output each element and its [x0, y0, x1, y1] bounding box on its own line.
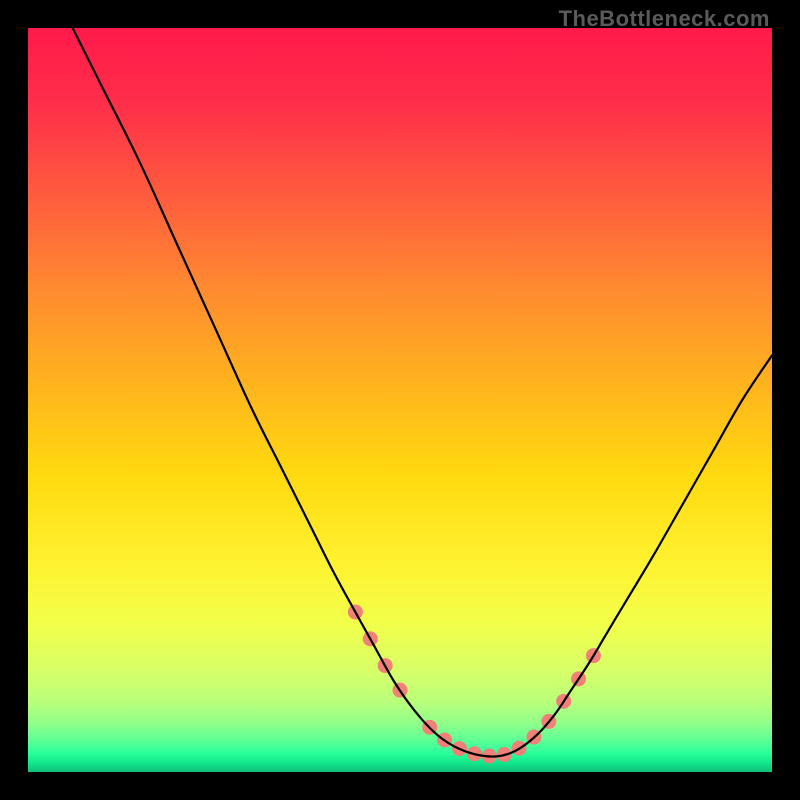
curve-line: [73, 28, 772, 757]
watermark-text: TheBottleneck.com: [559, 6, 770, 32]
curve-markers: [348, 605, 601, 764]
plot-area: [28, 28, 772, 772]
bottleneck-curve: [28, 28, 772, 772]
chart-container: TheBottleneck.com: [0, 0, 800, 800]
